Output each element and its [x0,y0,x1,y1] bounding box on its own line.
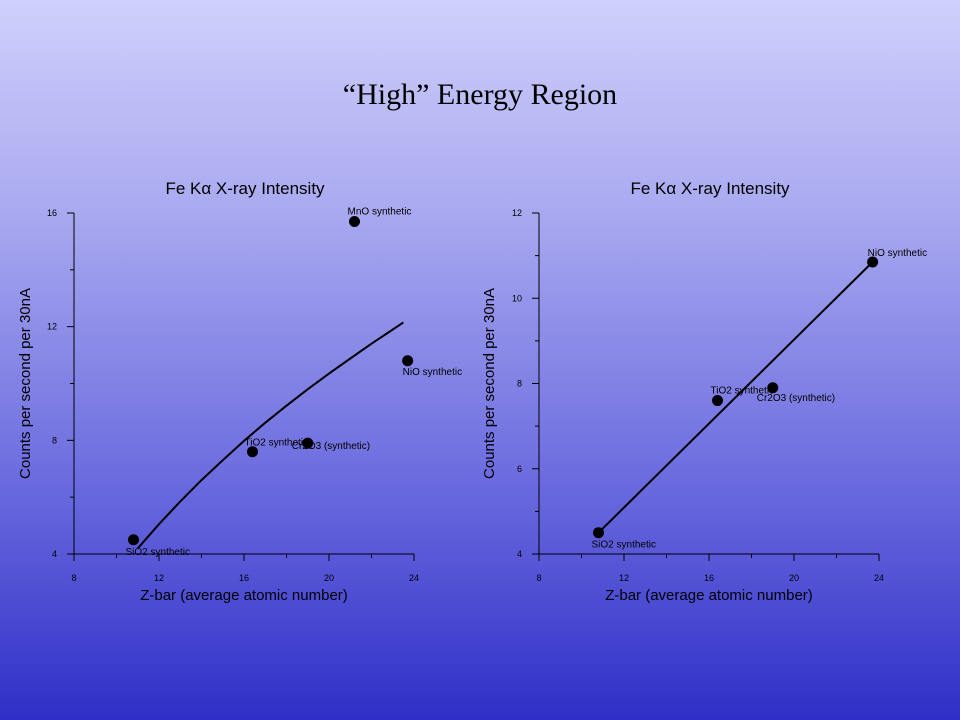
point-label: NiO synthetic [403,367,462,378]
x-tick-label: 20 [789,573,799,583]
x-tick-label: 12 [619,573,629,583]
x-tick-label: 16 [239,573,249,583]
point-label: MnO synthetic [348,207,412,218]
x-axis-label: Z-bar (average atomic number) [605,587,813,604]
data-point [593,527,604,539]
y-tick-label: 4 [517,549,522,559]
point-label: Cr2O3 (synthetic) [757,393,835,404]
x-tick-label: 24 [874,573,884,583]
x-tick-label: 24 [409,573,419,583]
y-tick-label: 12 [47,322,57,332]
data-point [128,534,139,546]
y-tick-label: 10 [512,293,522,303]
x-tick-label: 12 [154,573,164,583]
data-point [302,437,314,449]
chart-title: Fe Kα X-ray Intensity [165,179,325,198]
y-tick-label: 6 [517,464,522,474]
y-tick-label: 12 [512,208,522,218]
x-tick-label: 20 [324,573,334,583]
point-label: Cr2O3 (synthetic) [292,441,370,452]
y-tick-label: 16 [47,208,57,218]
slide-title: “High” Energy Region [342,78,618,111]
y-tick-label: 8 [517,379,522,389]
chart-left: Fe Kα X-ray Intensity 8 12 16 20 24 4 8 12 16 Z-ba… [17,179,462,604]
y-axis-label: Counts per second per 30nA [481,288,498,479]
fit-line [137,321,404,549]
fit-line [597,261,874,534]
y-axis-label: Counts per second per 30nA [17,288,34,479]
data-point [349,216,360,228]
data-point [402,355,414,367]
y-tick-label: 8 [52,435,57,445]
chart-right: Fe Kα X-ray Intensity 8 12 16 20 24 4 6 8 10 12 Z-b… [481,179,927,604]
point-label: SiO2 synthetic [126,547,190,558]
chart-title: Fe Kα X-ray Intensity [630,179,790,198]
x-tick-label: 8 [71,573,76,583]
point-label: TiO2 synthetic [711,386,775,397]
point-label: TiO2 synthetic [245,438,309,449]
x-axis-label: Z-bar (average atomic number) [140,587,348,604]
point-label: NiO synthetic [868,248,927,259]
y-tick-label: 4 [52,549,57,559]
data-point [712,395,723,407]
point-label: SiO2 synthetic [592,540,656,551]
x-tick-label: 8 [536,573,541,583]
data-point [247,446,258,458]
data-point [867,256,879,268]
x-tick-label: 16 [704,573,714,583]
data-point [767,382,779,394]
